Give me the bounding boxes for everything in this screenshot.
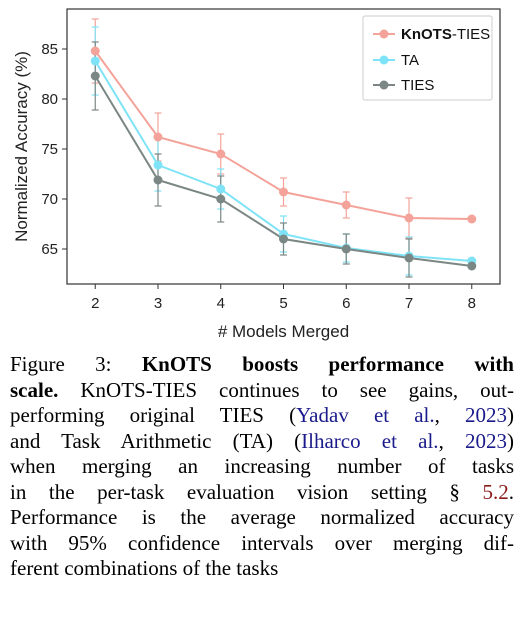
- caption-line-2: scale. KnOTS-TIES continues to see gains…: [10, 377, 514, 402]
- legend-marker-ties: [379, 80, 389, 90]
- data-point: [216, 184, 226, 194]
- legend-marker-ta: [379, 55, 389, 65]
- legend-box: [362, 15, 493, 101]
- caption-line-8: with 95% confidence intervals over mergi…: [10, 530, 514, 555]
- series-layer: [90, 18, 477, 278]
- data-point: [153, 175, 163, 185]
- legend-label-ties: TIES: [401, 77, 434, 94]
- x-tick-label: 2: [91, 295, 99, 312]
- caption-line-3: performing original TIES (Yadav et al., …: [10, 403, 514, 427]
- y-axis: 65 70 75 80 85: [41, 41, 67, 258]
- data-point: [216, 194, 226, 204]
- x-tick-label: 6: [342, 295, 350, 312]
- x-axis-title: # Models Merged: [218, 322, 349, 341]
- data-point: [467, 214, 477, 224]
- legend: KnOTS-TIES TA TIES: [362, 15, 493, 101]
- figure-caption: Figure 3: KnOTS boosts performance with …: [10, 352, 514, 582]
- data-point: [153, 160, 163, 170]
- caption-line-5: when merging an increasing number of tas…: [10, 454, 514, 478]
- y-axis-title: Normalized Accuracy (%): [12, 51, 31, 242]
- data-point: [90, 46, 100, 56]
- y-tick-label: 70: [41, 191, 58, 208]
- data-point: [216, 149, 226, 159]
- data-point: [404, 213, 414, 223]
- data-point: [467, 261, 477, 271]
- data-point: [279, 187, 288, 197]
- caption-line-9: ferent combinations of the tasks: [10, 556, 279, 580]
- data-point: [90, 71, 100, 81]
- y-tick-label: 65: [41, 241, 58, 258]
- data-point: [341, 200, 351, 210]
- caption-line-4: and Task Arithmetic (TA) (Ilharco et al.…: [10, 428, 514, 453]
- x-tick-label: 8: [468, 295, 476, 312]
- caption-line-1: Figure 3: KnOTS boosts performance with: [10, 352, 514, 376]
- y-tick-label: 85: [41, 41, 58, 58]
- x-tick-label: 7: [405, 295, 413, 312]
- data-point: [153, 132, 163, 142]
- legend-label-ta: TA: [401, 52, 419, 69]
- caption-line-7: Performance is the average normalized ac…: [10, 505, 514, 529]
- y-tick-label: 80: [41, 91, 58, 108]
- citation-link-ilharco[interactable]: Ilharco et al., 2023: [301, 428, 507, 453]
- y-tick-label: 75: [41, 141, 58, 158]
- citation-link-yadav[interactable]: Yadav et al., 2023: [296, 403, 507, 427]
- series-knots-ties-points: [90, 46, 477, 224]
- data-point: [279, 234, 288, 244]
- section-ref-link[interactable]: 5.2: [482, 479, 509, 504]
- caption-line-6: in the per-task evaluation vision settin…: [10, 479, 514, 504]
- data-point: [404, 253, 414, 263]
- line-chart: 65 70 75 80 85 2 3 4 5 6 7 8 # Models Merged Norma…: [12, 8, 501, 341]
- data-point: [341, 244, 351, 254]
- legend-marker-knots-ties: [379, 29, 389, 39]
- x-tick-label: 3: [154, 295, 162, 312]
- x-tick-label: 4: [217, 295, 225, 312]
- data-point: [90, 56, 100, 66]
- x-axis: 2 3 4 5 6 7 8: [91, 284, 476, 312]
- legend-label-knots-ties: KnOTS-TIES: [401, 26, 490, 43]
- x-tick-label: 5: [279, 295, 287, 312]
- series-ties-points: [90, 71, 477, 271]
